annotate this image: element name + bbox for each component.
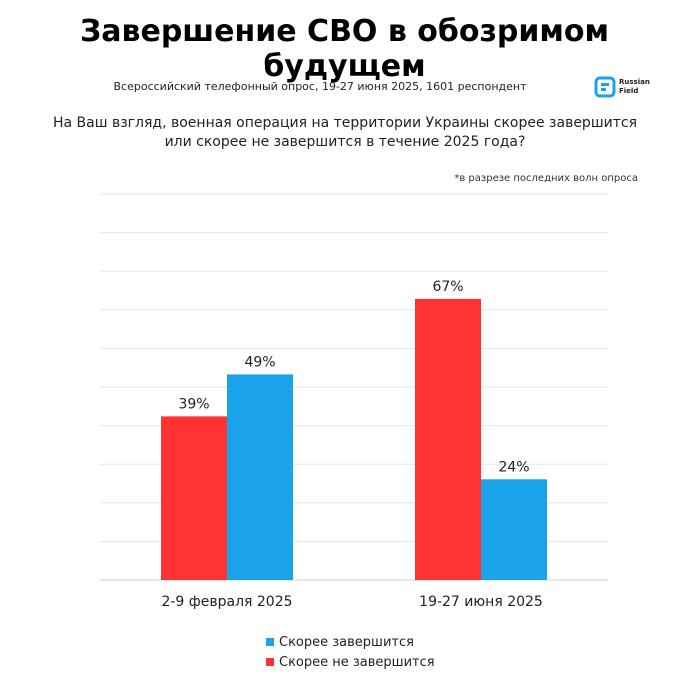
page-title: Завершение СВО в обозримом будущем: [79, 14, 610, 84]
brand-logo: Russian Field: [594, 74, 654, 104]
legend-item-not-ends: Скорее не завершится: [266, 652, 435, 672]
data-label: 67%: [432, 279, 463, 295]
survey-subtitle: Всероссийский телефонный опрос, 19-27 ию…: [113, 80, 527, 93]
legend-swatch-blue: [266, 638, 274, 646]
bar: [481, 479, 547, 580]
category-label: 19-27 июня 2025: [419, 594, 543, 610]
legend-label: Скорее не завершится: [279, 654, 435, 670]
bars: [161, 298, 547, 580]
bar: [227, 374, 293, 580]
legend: Скорее завершится Скорее не завершится: [266, 632, 435, 672]
category-labels: 2-9 февраля 2025 19-27 июня 2025: [161, 594, 542, 610]
legend-item-ends: Скорее завершится: [266, 632, 435, 652]
legend-swatch-red: [266, 658, 274, 666]
category-label: 2-9 февраля 2025: [161, 594, 292, 610]
bar: [415, 298, 481, 580]
logo-text: Russian Field: [619, 78, 650, 95]
russian-field-logo-icon: [594, 76, 616, 98]
footnote: *в разрезе последних волн опроса: [454, 173, 638, 184]
bar: [161, 416, 227, 580]
data-label: 39%: [178, 396, 209, 412]
data-label: 24%: [498, 459, 529, 475]
data-label: 49%: [244, 354, 275, 370]
data-labels: 39% 49% 67% 24%: [178, 279, 529, 475]
legend-label: Скорее завершится: [279, 634, 414, 650]
survey-question: На Ваш взгляд, военная операция на терри…: [52, 115, 637, 150]
